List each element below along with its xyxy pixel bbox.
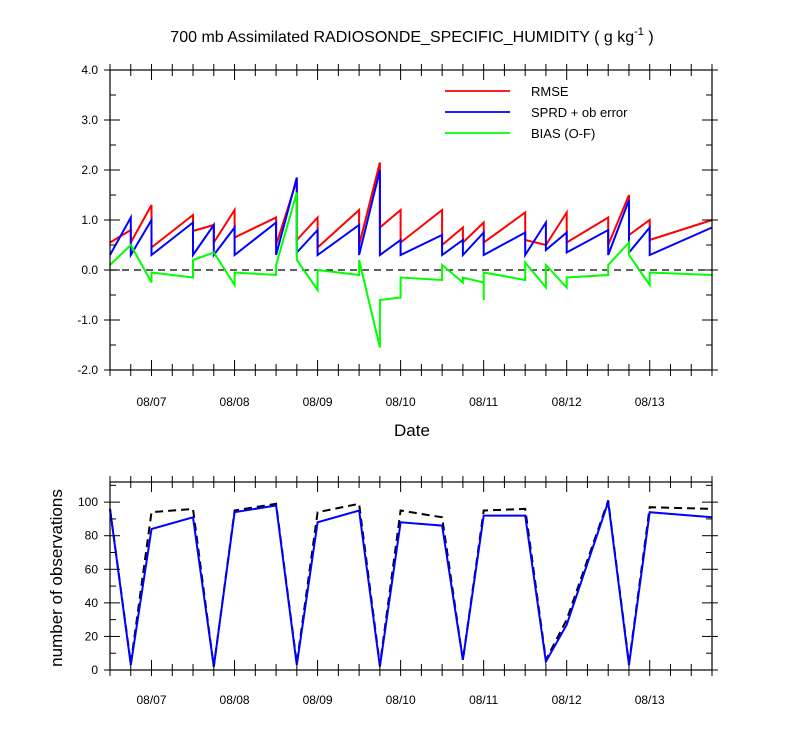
y-tick-label: 80: [85, 529, 99, 543]
x-tick-label-08-11: 08/11: [469, 693, 498, 707]
x-tick-label-08-08: 08/08: [220, 395, 250, 409]
y-tick-label: 0: [91, 663, 98, 677]
series-assimilated: [109, 501, 713, 667]
x-tick-label-08-08: 08/08: [220, 693, 250, 707]
x-tick-label-08-10: 08/10: [386, 693, 416, 707]
y-tick-label: 4.0: [81, 63, 98, 77]
y-axis-title: number of observations: [47, 489, 66, 667]
x-tick-label-08-13: 08/13: [635, 693, 665, 707]
x-tick-label-08-07: 08/07: [137, 395, 167, 409]
observation-count-panel: 0 20 40 60 80 100 08/07 08/08 08/09 08/10 08/11 08…: [47, 476, 718, 707]
x-tick-label-08-12: 08/12: [552, 693, 582, 707]
legend-label-sprd: SPRD + ob error: [531, 105, 628, 120]
legend: RMSE SPRD + ob error BIAS (O-F): [445, 84, 628, 141]
rmse-sprd-bias-panel: 4.0 3.0 2.0 1.0 0.0 -1.0 -2.0 08/07 08/08 08/09 0…: [77, 63, 718, 440]
y-tick-label: 20: [85, 629, 99, 643]
y-tick-label: -1.0: [77, 313, 98, 327]
x-tick-label-08-10: 08/10: [386, 395, 416, 409]
y-tick-label: 60: [85, 562, 99, 576]
legend-label-rmse: RMSE: [531, 84, 569, 99]
y-tick-label: 0.0: [81, 263, 98, 277]
x-tick-label-08-13: 08/13: [635, 395, 665, 409]
x-tick-label-08-07: 08/07: [137, 693, 167, 707]
x-tick-label-08-09: 08/09: [303, 395, 333, 409]
series-sprd-ob-error: [109, 169, 713, 259]
x-tick-label-08-12: 08/12: [552, 395, 582, 409]
x-tick-label-08-11: 08/11: [469, 395, 498, 409]
y-tick-label: 1.0: [81, 213, 98, 227]
x-axis-title: Date: [394, 421, 430, 440]
series-rmse: [109, 162, 713, 250]
x-tick-label-08-09: 08/09: [303, 693, 333, 707]
bottom-plot-frame: [109, 481, 713, 671]
legend-label-bias: BIAS (O-F): [531, 126, 595, 141]
chart-title: 700 mb Assimilated RADIOSONDE_SPECIFIC_H…: [170, 26, 653, 46]
y-tick-label: 3.0: [81, 113, 98, 127]
top-plot-frame: [109, 69, 713, 371]
y-tick-label: 100: [78, 495, 98, 509]
series-possible: [109, 500, 713, 667]
y-tick-label: 40: [85, 596, 99, 610]
y-tick-label: 2.0: [81, 163, 98, 177]
y-tick-label: -2.0: [77, 363, 98, 377]
series-bias-o-f: [109, 192, 713, 348]
